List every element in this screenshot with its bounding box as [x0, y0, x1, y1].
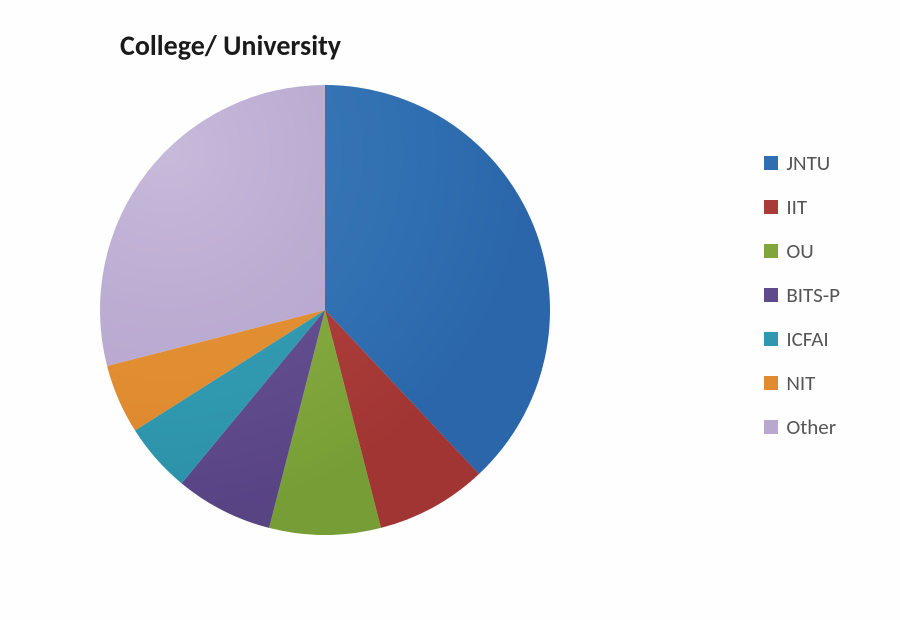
- legend-label: NIT: [786, 370, 815, 396]
- legend-item-ou: OU: [764, 238, 840, 264]
- legend-label: IIT: [786, 194, 807, 220]
- legend-item-iit: IIT: [764, 194, 840, 220]
- legend-label: BITS-P: [786, 282, 840, 308]
- legend-swatch: [764, 332, 778, 346]
- legend-label: OU: [786, 238, 813, 264]
- legend-item-other: Other: [764, 414, 840, 440]
- legend-swatch: [764, 420, 778, 434]
- legend-swatch: [764, 376, 778, 390]
- legend-item-jntu: JNTU: [764, 150, 840, 176]
- pie-highlight-overlay: [100, 85, 550, 535]
- legend-label: Other: [786, 414, 836, 440]
- pie-chart: [100, 85, 550, 535]
- legend-label: ICFAI: [786, 326, 828, 352]
- legend: JNTU IIT OU BITS-P ICFAI NIT Other: [764, 150, 840, 440]
- legend-item-icfai: ICFAI: [764, 326, 840, 352]
- legend-swatch: [764, 288, 778, 302]
- legend-label: JNTU: [786, 150, 830, 176]
- legend-swatch: [764, 200, 778, 214]
- legend-item-bits-p: BITS-P: [764, 282, 840, 308]
- chart-title: College/ University: [120, 28, 341, 63]
- legend-swatch: [764, 244, 778, 258]
- legend-swatch: [764, 156, 778, 170]
- legend-item-nit: NIT: [764, 370, 840, 396]
